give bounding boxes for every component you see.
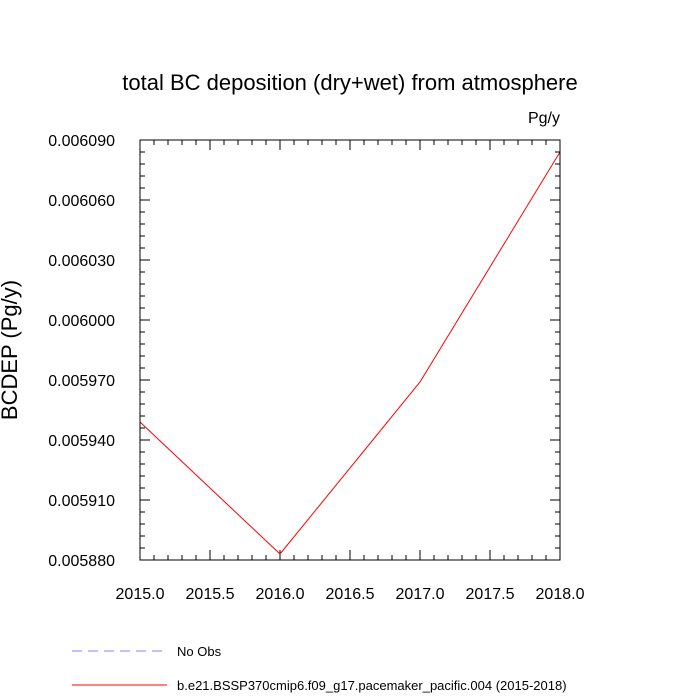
series-line-1 xyxy=(139,151,561,555)
y-tick-label: 0.005910 xyxy=(48,493,115,510)
y-tick-label: 0.006030 xyxy=(48,253,115,270)
series-layer xyxy=(139,151,561,555)
legend-label-0: No Obs xyxy=(177,644,222,659)
y-axis-label: BCDEP (Pg/y) xyxy=(0,280,22,420)
x-tick-label: 2015.0 xyxy=(116,586,165,603)
y-tick-label: 0.005940 xyxy=(48,433,115,450)
x-tick-label: 2017.5 xyxy=(466,586,515,603)
legend: No Obs b.e21.BSSP370cmip6.f09_g17.pacemak… xyxy=(72,644,567,693)
y-tick-label: 0.006000 xyxy=(48,313,115,330)
x-tick-label: 2017.0 xyxy=(396,586,445,603)
y-tick-label: 0.005880 xyxy=(48,553,115,570)
x-tick-label: 2016.0 xyxy=(256,586,305,603)
x-tick-label: 2015.5 xyxy=(186,586,235,603)
y-tick-label: 0.006060 xyxy=(48,193,115,210)
chart-title: total BC deposition (dry+wet) from atmos… xyxy=(122,70,577,95)
units-label: Pg/y xyxy=(528,110,560,127)
legend-label-1: b.e21.BSSP370cmip6.f09_g17.pacemaker_pac… xyxy=(177,678,567,693)
y-tick-label: 0.005970 xyxy=(48,373,115,390)
y-tick-label: 0.006090 xyxy=(48,133,115,150)
x-tick-label: 2016.5 xyxy=(326,586,375,603)
x-tick-label: 2018.0 xyxy=(536,586,585,603)
plot-frame xyxy=(139,139,561,561)
axis-ticks: 2015.0 2015.5 2016.0 2016.5 2017.0 2017.5 2018… xyxy=(48,133,584,603)
